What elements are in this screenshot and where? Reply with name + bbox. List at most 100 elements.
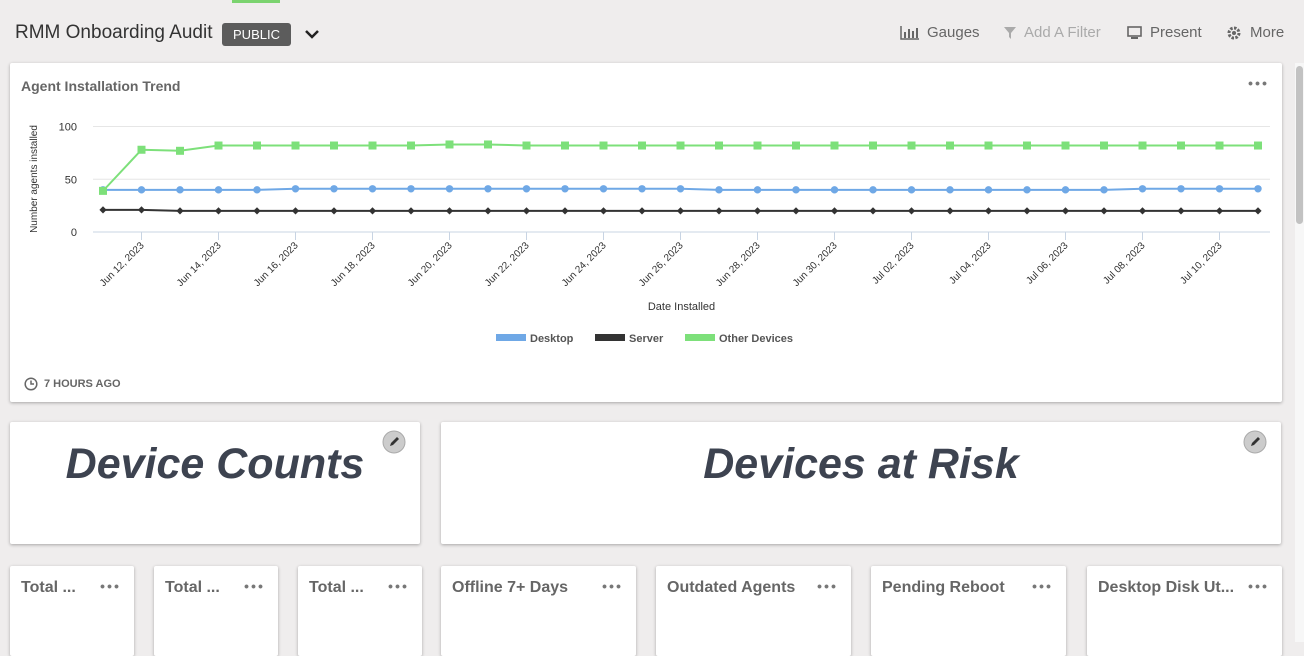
x-tick-label: Jun 12, 2023 xyxy=(98,240,147,289)
point xyxy=(830,207,839,215)
point xyxy=(792,207,800,215)
point xyxy=(330,141,338,150)
x-tick-label: Jun 14, 2023 xyxy=(175,240,224,289)
x-tick-label: Jul 04, 2023 xyxy=(947,240,994,287)
point xyxy=(484,207,492,215)
point xyxy=(984,207,993,215)
point xyxy=(291,141,300,150)
point xyxy=(1177,141,1185,150)
point xyxy=(830,186,839,194)
point xyxy=(599,185,608,193)
tile-menu[interactable] xyxy=(1031,584,1052,589)
point xyxy=(561,185,569,193)
tile-title: Pending Reboot xyxy=(882,579,1005,596)
point xyxy=(407,141,415,150)
point xyxy=(253,186,261,194)
more-button[interactable]: More xyxy=(1226,24,1284,41)
tile-menu[interactable] xyxy=(99,584,120,589)
point xyxy=(407,207,415,215)
point xyxy=(1177,185,1185,193)
point xyxy=(1100,207,1108,215)
point xyxy=(1023,141,1031,150)
point xyxy=(638,207,646,215)
chart-title: Agent Installation Trend xyxy=(21,78,180,94)
x-tick-label: Jun 26, 2023 xyxy=(637,240,686,289)
x-tick-label: Jul 08, 2023 xyxy=(1101,240,1148,287)
y-tick-label: 0 xyxy=(71,227,77,239)
point xyxy=(1100,141,1108,150)
point xyxy=(561,141,569,150)
point xyxy=(599,141,608,150)
point xyxy=(1023,207,1031,215)
point xyxy=(946,186,954,194)
section-title: Devices at Risk xyxy=(703,440,1019,488)
point xyxy=(214,141,223,150)
point xyxy=(1138,185,1147,193)
metric-tile: Total ... xyxy=(10,566,134,656)
scrollbar[interactable] xyxy=(1295,63,1304,642)
add-filter-button[interactable]: Add A Filter xyxy=(1004,24,1101,41)
point xyxy=(99,206,107,214)
section-card: Devices at Risk xyxy=(441,422,1281,544)
tile-menu[interactable] xyxy=(1247,584,1268,589)
point xyxy=(1061,207,1070,215)
point xyxy=(1023,186,1031,194)
point xyxy=(753,186,762,194)
point xyxy=(638,141,646,150)
x-tick-label: Jun 30, 2023 xyxy=(791,240,840,289)
tile-menu[interactable] xyxy=(387,584,408,589)
label: More xyxy=(1250,24,1285,41)
point xyxy=(253,207,261,215)
tile-title: Outdated Agents xyxy=(667,579,796,596)
tile-menu[interactable] xyxy=(816,584,837,589)
gauges-button[interactable]: Gauges xyxy=(900,24,980,41)
x-tick-label: Jun 28, 2023 xyxy=(714,240,763,289)
point xyxy=(753,141,762,150)
point xyxy=(291,185,300,193)
point xyxy=(869,141,877,150)
x-tick-label: Jun 16, 2023 xyxy=(252,240,301,289)
point xyxy=(638,185,646,193)
point xyxy=(291,207,300,215)
point xyxy=(946,141,954,150)
legend-swatch xyxy=(685,334,715,341)
x-tick-label: Jul 02, 2023 xyxy=(870,240,917,287)
point xyxy=(1061,141,1070,150)
legend-swatch xyxy=(496,334,526,341)
scroll-thumb[interactable] xyxy=(1296,66,1303,224)
label: 7 HOURS AGO xyxy=(44,378,121,390)
metric-tile: Desktop Disk Ut... xyxy=(1087,566,1282,656)
point xyxy=(1061,186,1070,194)
x-axis-label: Date Installed xyxy=(648,301,715,313)
point xyxy=(1138,207,1147,215)
point xyxy=(137,206,146,214)
x-tick-label: Jun 18, 2023 xyxy=(329,240,378,289)
tile-menu[interactable] xyxy=(601,584,622,589)
point xyxy=(1254,185,1262,193)
point xyxy=(1254,207,1262,215)
point xyxy=(715,186,723,194)
point xyxy=(1215,185,1224,193)
metric-tile: Total ... xyxy=(154,566,278,656)
point xyxy=(522,207,531,215)
label: Add A Filter xyxy=(1024,24,1101,41)
edit-button[interactable] xyxy=(1243,430,1267,454)
tile-menu[interactable] xyxy=(243,584,264,589)
x-tick-label: Jun 20, 2023 xyxy=(406,240,455,289)
tile-title: Total ... xyxy=(21,579,76,596)
edit-button[interactable] xyxy=(382,430,406,454)
present-button[interactable]: Present xyxy=(1127,24,1202,41)
point xyxy=(946,207,954,215)
point xyxy=(368,207,377,215)
point xyxy=(445,140,454,149)
point xyxy=(484,140,492,149)
dropdown-chevron[interactable] xyxy=(304,28,320,40)
section-title: Device Counts xyxy=(65,440,365,488)
point xyxy=(715,207,723,215)
point xyxy=(561,207,569,215)
point xyxy=(1177,207,1185,215)
public-badge: PUBLIC xyxy=(222,23,291,46)
point xyxy=(869,207,877,215)
card-menu[interactable] xyxy=(1247,81,1268,86)
point xyxy=(869,186,877,194)
